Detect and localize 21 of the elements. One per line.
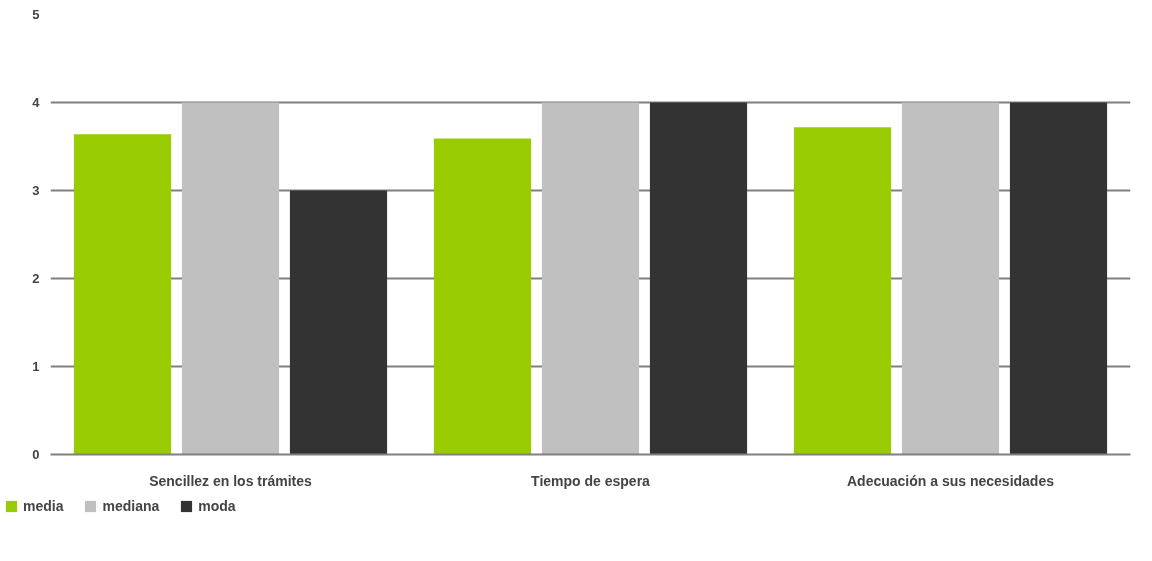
bar bbox=[649, 102, 748, 455]
y-tick-label: 2 bbox=[32, 271, 40, 286]
bar bbox=[901, 102, 1000, 455]
x-tick-label: Adecuación a sus necesidades bbox=[847, 472, 1055, 489]
bar bbox=[289, 190, 388, 455]
x-tick-label: Tiempo de espera bbox=[531, 472, 651, 489]
bar bbox=[541, 102, 640, 455]
y-tick-label: 3 bbox=[32, 183, 40, 198]
legend-label: media bbox=[23, 498, 64, 514]
bar bbox=[433, 138, 532, 455]
legend-label: moda bbox=[198, 498, 236, 514]
y-tick-label: 5 bbox=[32, 7, 40, 22]
bar bbox=[73, 134, 172, 455]
y-tick-label: 4 bbox=[32, 95, 41, 110]
bar bbox=[181, 102, 280, 455]
y-tick-label: 0 bbox=[32, 447, 40, 462]
bar bbox=[793, 127, 892, 455]
x-tick-label: Sencillez en los trámites bbox=[149, 472, 313, 489]
y-tick-label: 1 bbox=[32, 359, 40, 374]
bar bbox=[1009, 102, 1108, 455]
legend-label: mediana bbox=[102, 498, 160, 514]
